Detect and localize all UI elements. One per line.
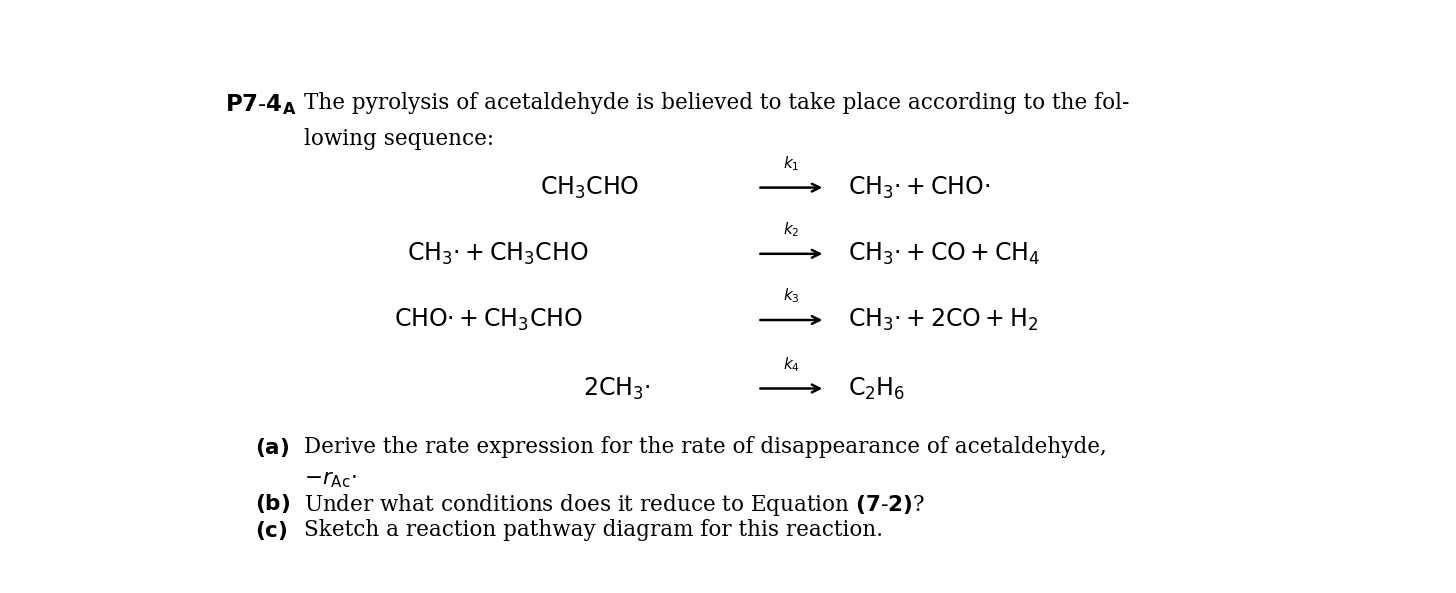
- Text: $k_4$: $k_4$: [783, 355, 799, 374]
- Text: $\mathrm{CH_3{\cdot} + 2CO + H_2}$: $\mathrm{CH_3{\cdot} + 2CO + H_2}$: [847, 307, 1038, 333]
- Text: $-r_\mathrm{Ac}$$\cdot$: $-r_\mathrm{Ac}$$\cdot$: [304, 468, 357, 490]
- Text: $\mathbf{(c)}$: $\mathbf{(c)}$: [255, 519, 288, 541]
- Text: $\mathbf{(a)}$: $\mathbf{(a)}$: [255, 436, 290, 460]
- Text: $\mathrm{C_2H_6}$: $\mathrm{C_2H_6}$: [847, 375, 906, 401]
- Text: $\mathbf{(b)}$: $\mathbf{(b)}$: [255, 492, 291, 515]
- Text: $\mathbf{P7\text{-}4_A}$: $\mathbf{P7\text{-}4_A}$: [224, 92, 296, 117]
- Text: $k_1$: $k_1$: [783, 154, 799, 173]
- Text: $\mathrm{CH_3CHO}$: $\mathrm{CH_3CHO}$: [540, 174, 639, 200]
- Text: $\mathrm{CH_3{\cdot} + CHO{\cdot}}$: $\mathrm{CH_3{\cdot} + CHO{\cdot}}$: [847, 174, 990, 200]
- Text: Sketch a reaction pathway diagram for this reaction.: Sketch a reaction pathway diagram for th…: [304, 519, 882, 541]
- Text: $\mathrm{2CH_3{\cdot}}$: $\mathrm{2CH_3{\cdot}}$: [582, 375, 651, 401]
- Text: $\mathrm{CHO{\cdot} + CH_3CHO}$: $\mathrm{CHO{\cdot} + CH_3CHO}$: [395, 307, 582, 333]
- Text: $k_3$: $k_3$: [783, 286, 799, 305]
- Text: Under what conditions does it reduce to Equation $\mathbf{(7\text{-}2)}$?: Under what conditions does it reduce to …: [304, 492, 925, 518]
- Text: $\mathrm{CH_3{\cdot} + CH_3CHO}$: $\mathrm{CH_3{\cdot} + CH_3CHO}$: [406, 241, 588, 267]
- Text: $\mathrm{CH_3{\cdot} + CO + CH_4}$: $\mathrm{CH_3{\cdot} + CO + CH_4}$: [847, 241, 1040, 267]
- Text: Derive the rate expression for the rate of disappearance of acetaldehyde,: Derive the rate expression for the rate …: [304, 436, 1107, 458]
- Text: The pyrolysis of acetaldehyde is believed to take place according to the fol-: The pyrolysis of acetaldehyde is believe…: [304, 92, 1130, 114]
- Text: $k_2$: $k_2$: [783, 221, 799, 239]
- Text: lowing sequence:: lowing sequence:: [304, 128, 494, 150]
